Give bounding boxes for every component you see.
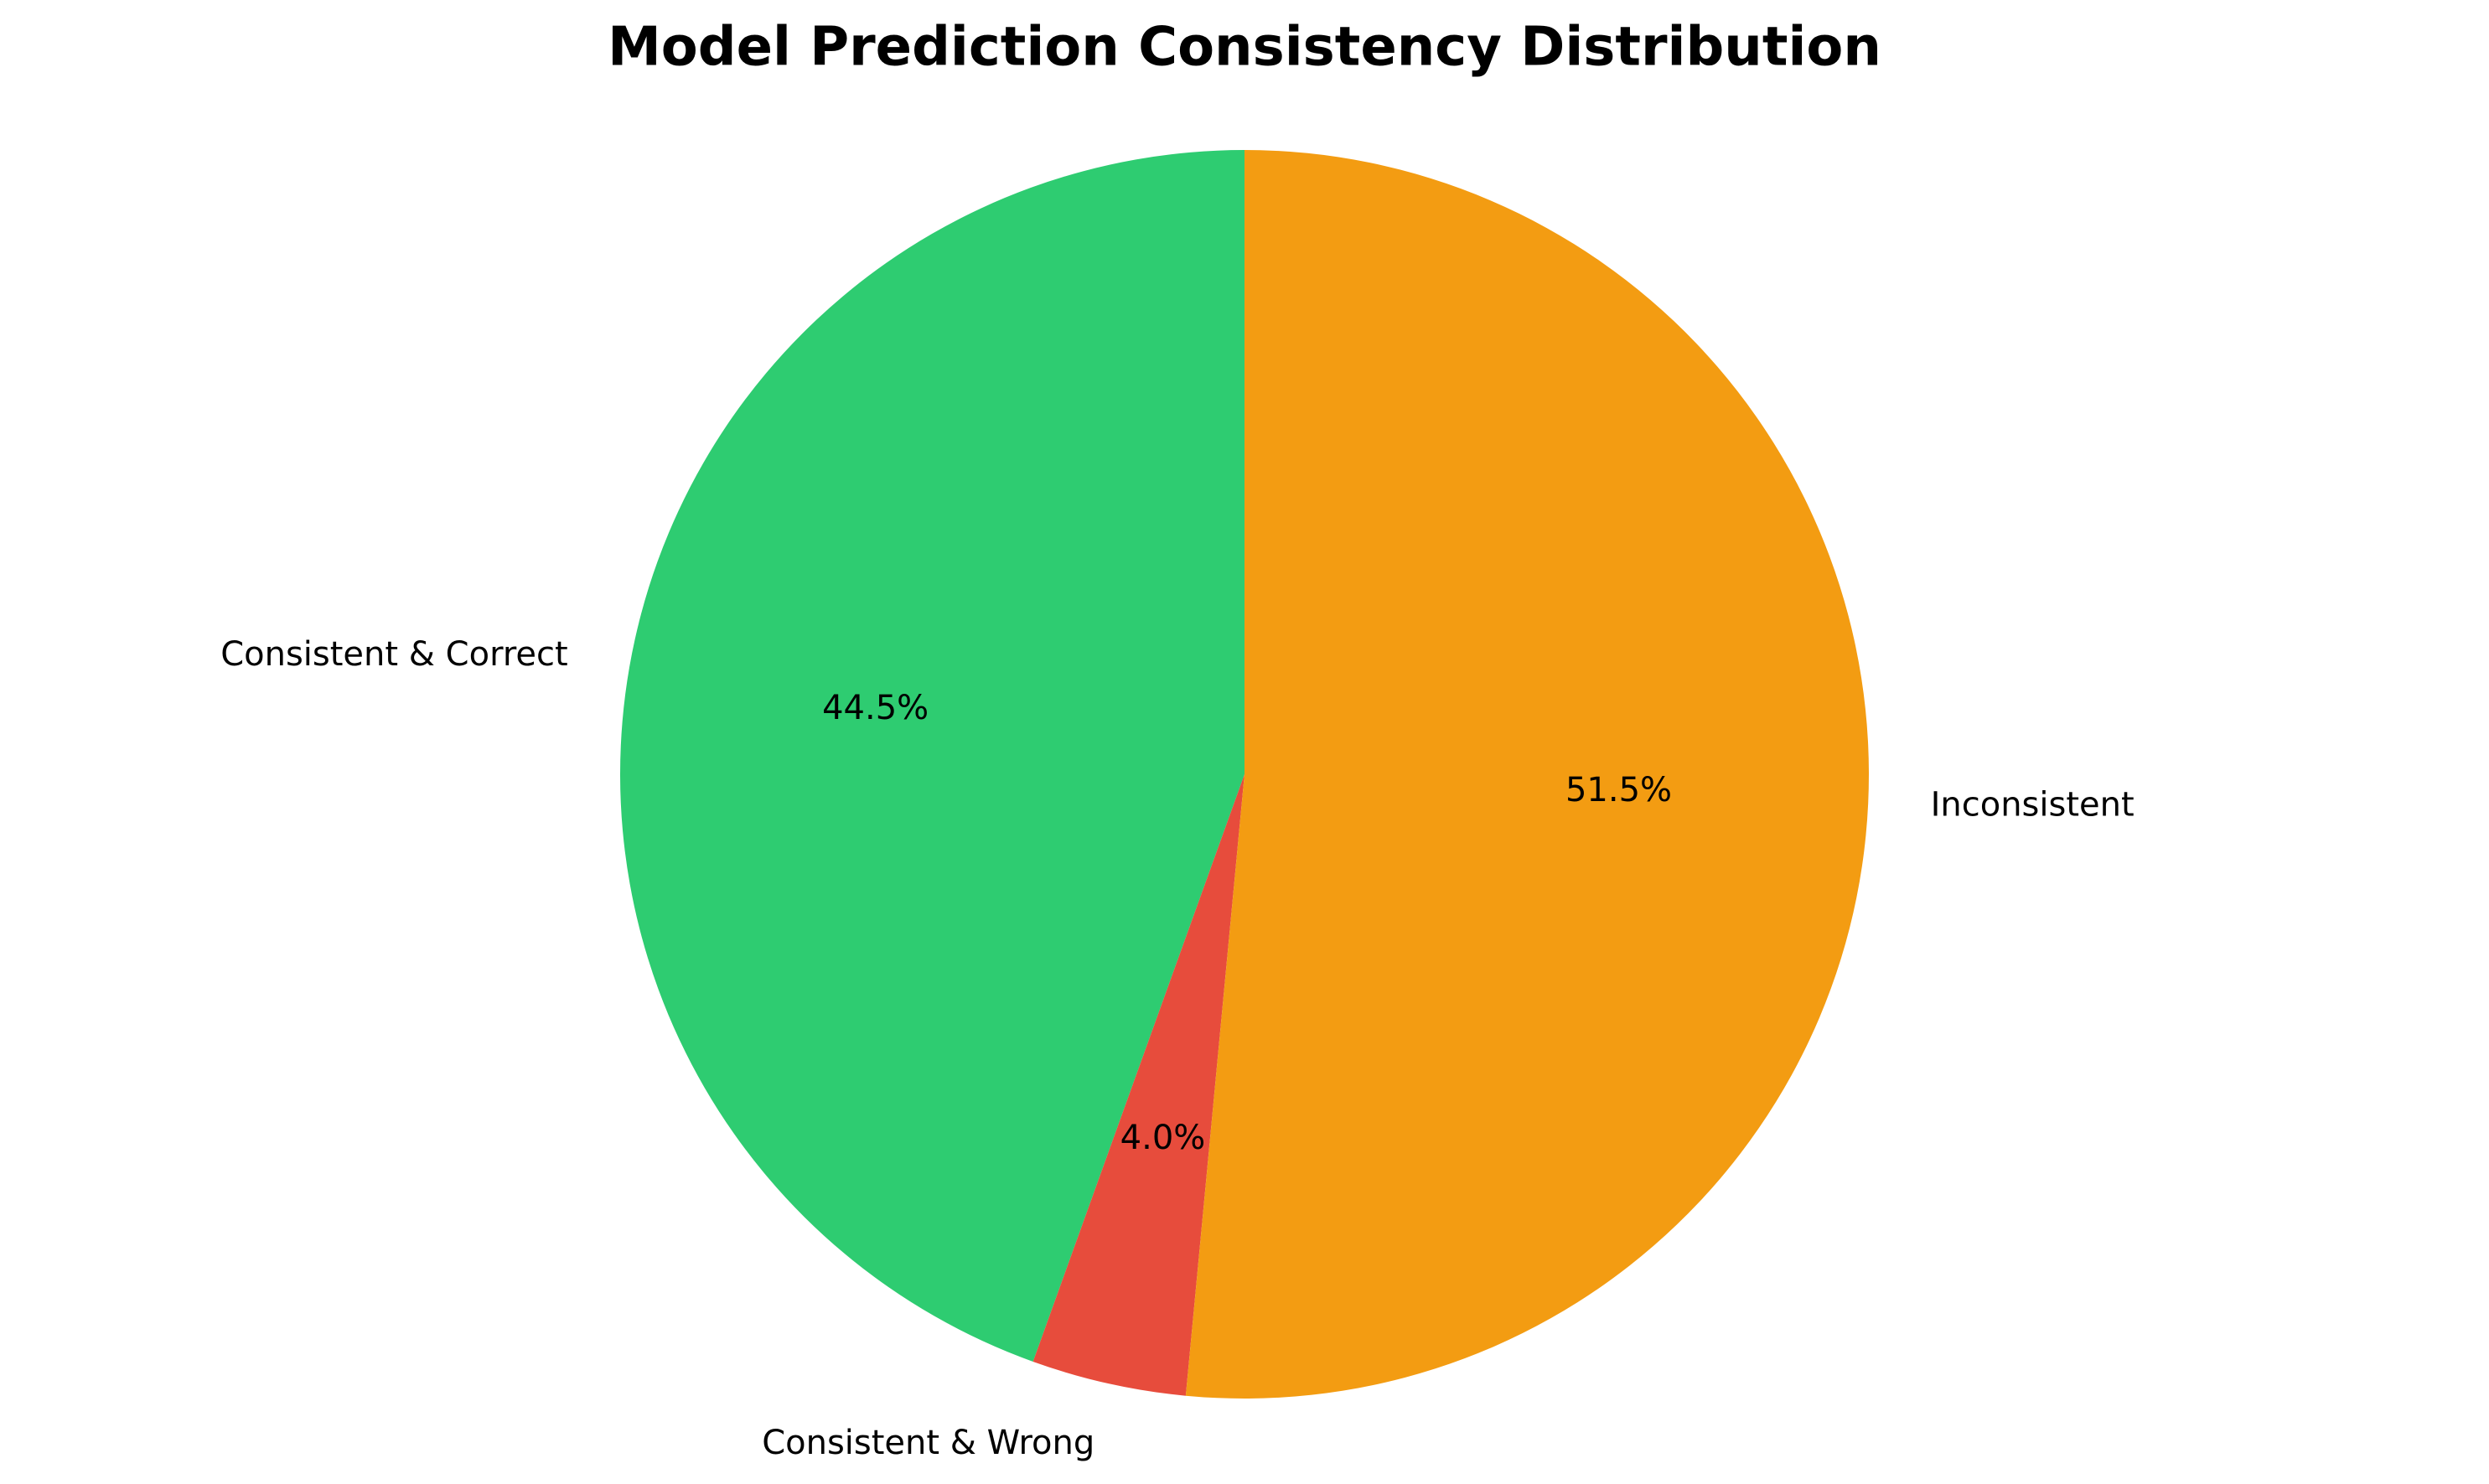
pct-label-consistent-and-wrong: 4.0% [1120,1119,1206,1157]
slice-label-consistent-and-correct: Consistent & Correct [220,635,568,674]
chart-title: Model Prediction Consistency Distributio… [608,17,1881,79]
pie-labels: Consistent & Correct 44.5% Consistent & Wr… [220,635,2134,1462]
pie-slice-inconsistent [1185,150,1869,1399]
slice-label-inconsistent: Inconsistent [1931,786,2135,825]
slice-label-consistent-and-wrong: Consistent & Wrong [762,1424,1094,1462]
pct-label-inconsistent: 51.5% [1565,771,1672,809]
pie-slice-consistent-and-correct [620,150,1244,1362]
pie-slices [620,150,1869,1399]
pie-slice-consistent-and-wrong [1032,774,1244,1396]
pct-label-consistent-and-correct: 44.5% [822,689,929,727]
